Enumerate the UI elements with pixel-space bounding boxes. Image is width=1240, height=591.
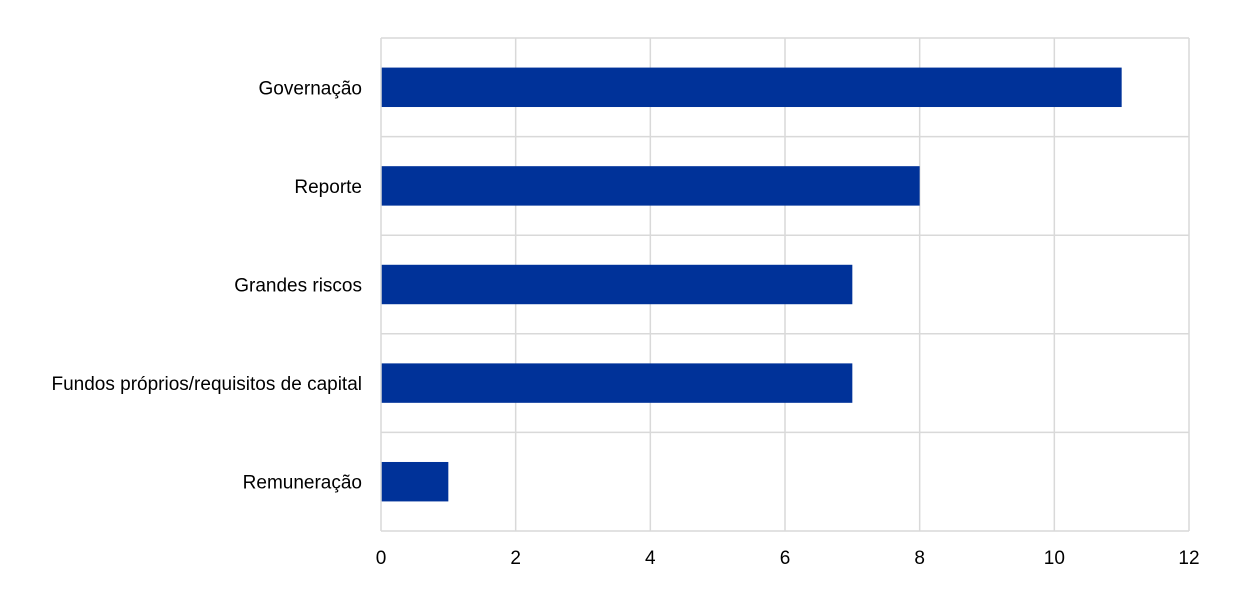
bar-3 [381, 363, 853, 403]
x-tick-label-10: 10 [1044, 548, 1065, 569]
bar-4 [381, 461, 449, 502]
x-tick-labels: 0 2 4 6 8 10 12 [376, 548, 1200, 569]
category-label-1: Reporte [294, 177, 362, 198]
category-label-3: Fundos próprios/requisitos de capital [51, 374, 362, 395]
category-label-4: Remuneração [243, 473, 362, 494]
category-labels: Governação Reporte Grandes riscos Fundos pr… [51, 78, 362, 493]
category-label-2: Grandes riscos [234, 276, 362, 297]
bars [381, 67, 1122, 502]
x-tick-label-12: 12 [1178, 548, 1199, 569]
x-tick-label-2: 2 [510, 548, 521, 569]
grid-lines [381, 37, 1190, 531]
axes [380, 38, 1189, 532]
x-tick-label-8: 8 [914, 548, 925, 569]
x-tick-label-0: 0 [376, 548, 387, 569]
x-tick-label-6: 6 [780, 548, 791, 569]
bar-0 [381, 67, 1122, 108]
category-label-0: Governação [258, 78, 362, 99]
bar-1 [381, 166, 920, 206]
bar-2 [381, 264, 853, 305]
x-tick-label-4: 4 [645, 548, 656, 569]
